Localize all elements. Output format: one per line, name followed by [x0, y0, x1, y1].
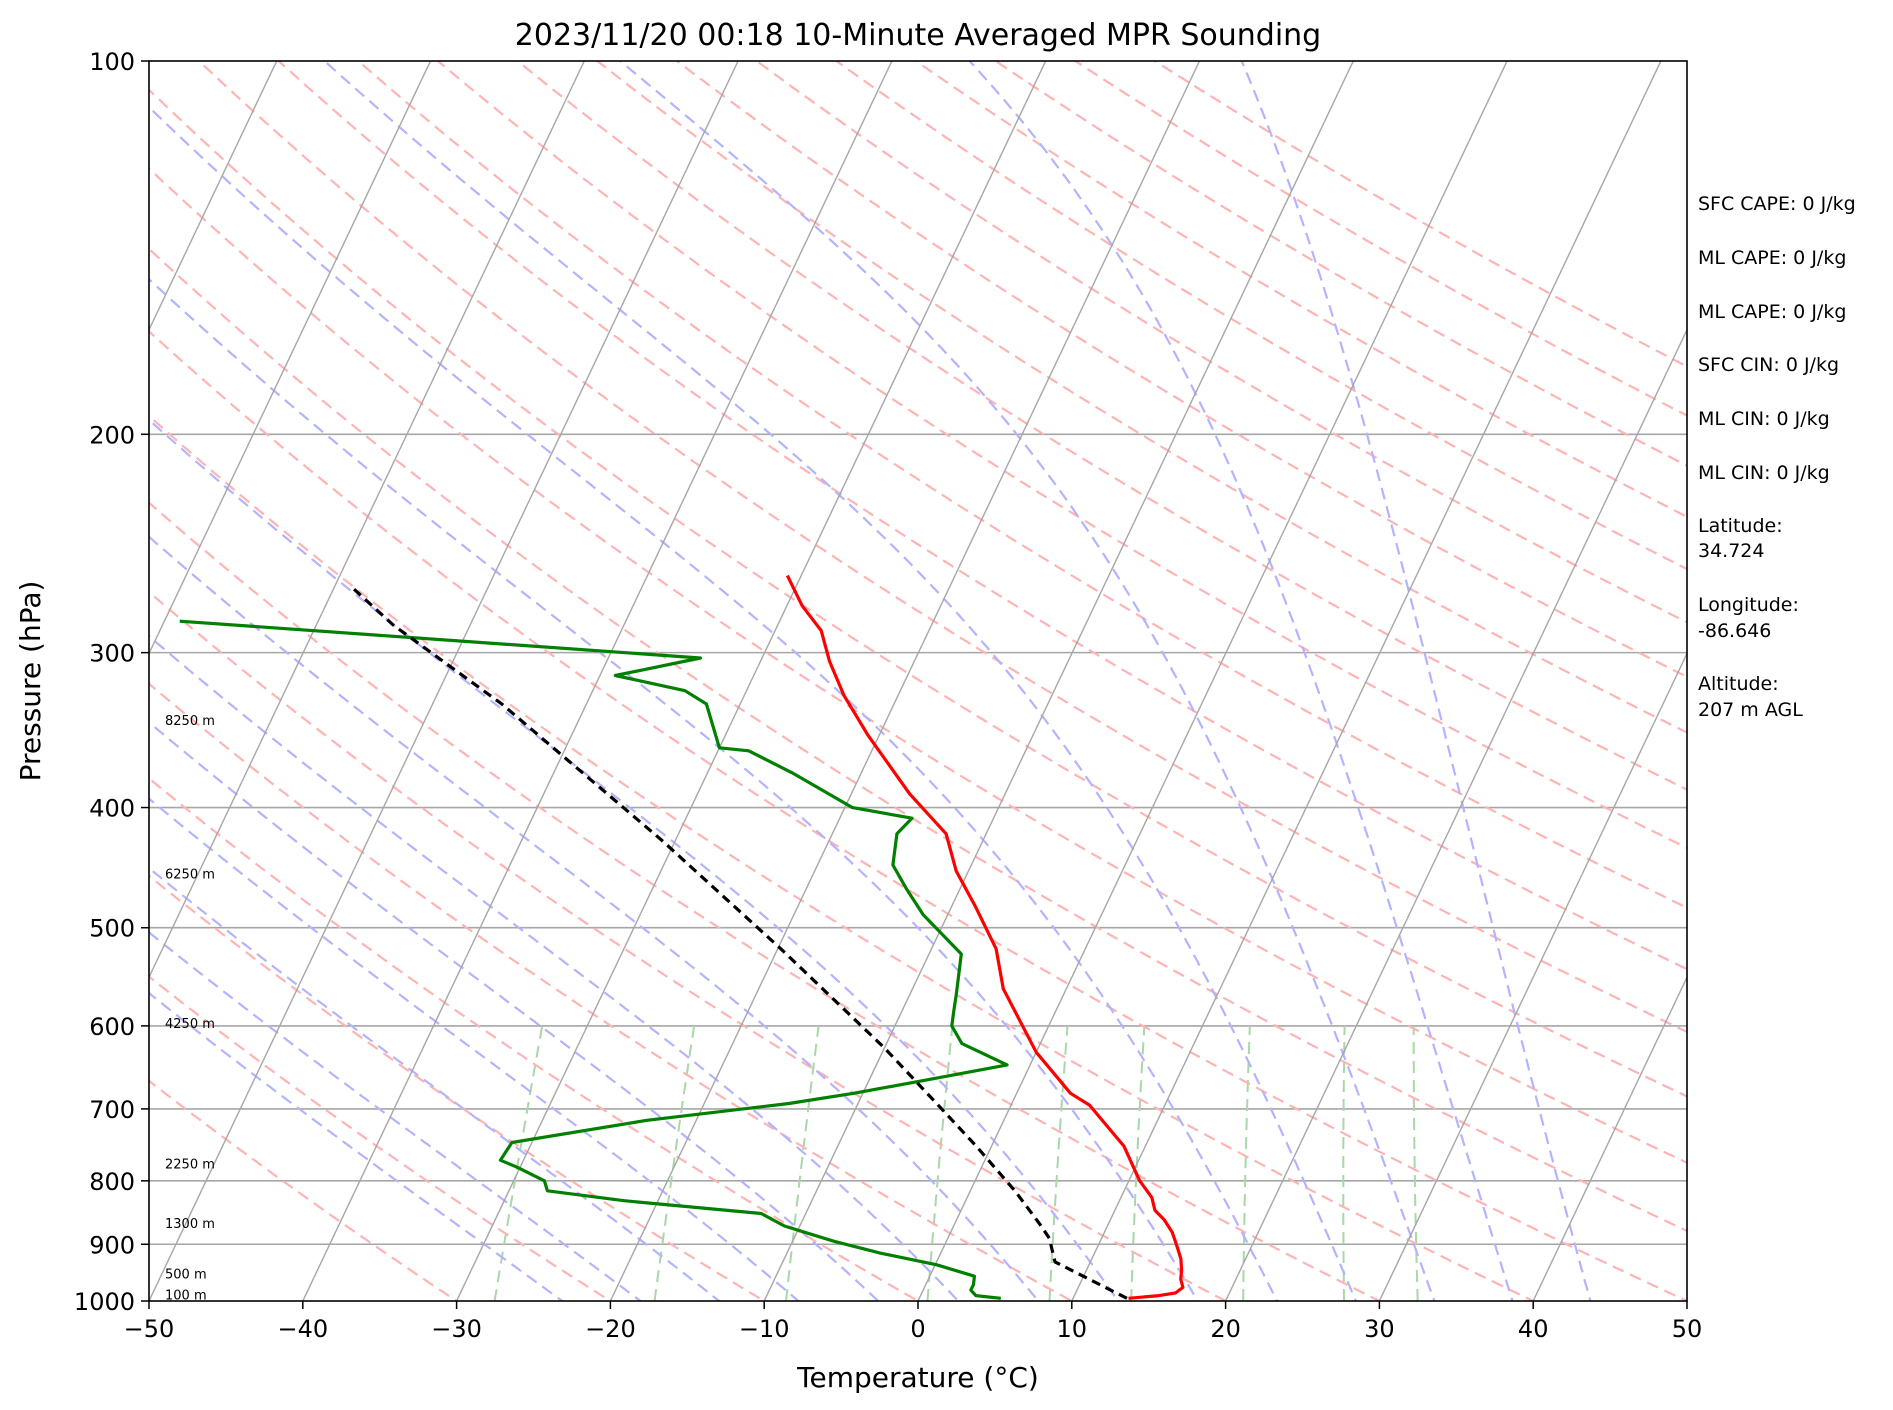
x-tick-label: −10 [739, 1315, 790, 1343]
latitude-value: 34.724 [1698, 540, 1764, 562]
y-tick-label: 900 [89, 1231, 135, 1259]
height-label: 4250 m [165, 1017, 215, 1032]
height-label: 500 m [165, 1267, 207, 1282]
y-tick-label: 1000 [74, 1288, 135, 1316]
x-tick-label: −20 [585, 1315, 636, 1343]
longitude-value: -86.646 [1698, 620, 1771, 642]
x-tick-label: −50 [124, 1315, 175, 1343]
y-tick-label: 800 [89, 1168, 135, 1196]
y-tick-label: 300 [89, 640, 135, 668]
chart-title: 2023/11/20 00:18 10-Minute Averaged MPR … [515, 18, 1321, 53]
y-tick-label: 700 [89, 1096, 135, 1124]
x-tick-label: 20 [1210, 1315, 1241, 1343]
altitude-value: 207 m AGL [1698, 699, 1803, 721]
x-tick-label: 50 [1672, 1315, 1703, 1343]
x-tick-label: 0 [910, 1315, 925, 1343]
y-tick-label: 200 [89, 421, 135, 449]
x-tick-label: 10 [1057, 1315, 1088, 1343]
x-tick-label: 30 [1364, 1315, 1395, 1343]
index-ml-cin: ML CIN: 0 J/kg [1698, 408, 1830, 430]
y-tick-label: 100 [89, 48, 135, 76]
height-label: 6250 m [165, 867, 215, 882]
latitude-label: Latitude: [1698, 515, 1783, 537]
index-ml-cape-2: ML CAPE: 0 J/kg [1698, 301, 1846, 323]
y-tick-label: 500 [89, 915, 135, 943]
height-label: 2250 m [165, 1158, 215, 1173]
index-ml-cin-2: ML CIN: 0 J/kg [1698, 462, 1830, 484]
index-sfc-cin: SFC CIN: 0 J/kg [1698, 354, 1839, 376]
y-tick-label: 600 [89, 1013, 135, 1041]
longitude-label: Longitude: [1698, 594, 1799, 616]
y-tick-label: 400 [89, 795, 135, 823]
x-tick-label: −30 [431, 1315, 482, 1343]
x-tick-label: −40 [277, 1315, 328, 1343]
index-ml-cape: ML CAPE: 0 J/kg [1698, 247, 1846, 269]
height-label: 8250 m [165, 714, 215, 729]
x-axis-label: Temperature (°C) [796, 1361, 1039, 1394]
x-tick-label: 40 [1518, 1315, 1549, 1343]
index-sfc-cape: SFC CAPE: 0 J/kg [1698, 193, 1856, 215]
y-axis-label: Pressure (hPa) [14, 581, 47, 782]
altitude-label: Altitude: [1698, 673, 1779, 695]
height-label: 1300 m [165, 1217, 215, 1232]
